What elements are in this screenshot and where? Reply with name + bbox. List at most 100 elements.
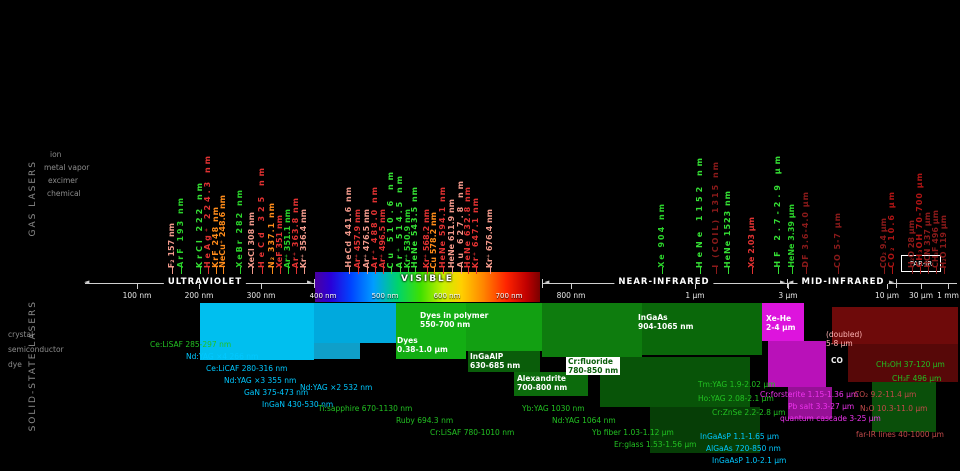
laser-band-block (396, 303, 466, 359)
laser-line-label: Xe 904 nm (657, 202, 666, 268)
axis-tick-label: 800 nm (556, 291, 586, 300)
laser-band-label: Dyes 0.38-1.0 μm (397, 336, 448, 354)
region-boundary-tick (542, 279, 543, 288)
laser-line-tick (367, 267, 368, 274)
axis-tick-label: 200 nm (184, 291, 214, 300)
laser-band-block (832, 307, 958, 344)
laser-band-label: (doubled) 5-8 μm (826, 330, 863, 348)
laser-band-label: Nd:YAG ×3 355 nm (224, 376, 297, 385)
laser-line-tick (408, 267, 409, 274)
laser-band-label: CH₃OH 37-120 μm (876, 360, 945, 369)
visible-axis-tick-label: 500 nm (371, 292, 399, 300)
laser-line-tick (252, 267, 253, 274)
laser-line-label: HeNe 611.9 nm (447, 198, 456, 268)
laser-line-tick (461, 267, 462, 274)
laser-line-tick (349, 267, 350, 274)
laser-band-block (650, 407, 760, 453)
laser-band-label: Cr:fluoride 780-850 nm (566, 357, 621, 375)
laser-band-block (514, 372, 588, 396)
laser-line-label: HeNe 1523 nm (723, 189, 732, 268)
region-arrow-left: ◄ (544, 278, 550, 286)
laser-line-tick (806, 267, 807, 274)
far-ir-region-box: FAR-IR (901, 255, 941, 272)
laser-band-block (762, 303, 804, 341)
laser-band-block (542, 303, 642, 357)
laser-band-label: InGaAs 904-1065 nm (638, 313, 694, 331)
laser-line-label: CO 5-7 μm (833, 212, 842, 268)
laser-line-tick (912, 267, 913, 274)
laser-band-label: InGaAsP 1.1-1.65 μm (700, 432, 780, 441)
laser-line-tick (728, 267, 729, 274)
wavelength-axis-line (543, 283, 957, 284)
laser-line-tick (716, 267, 717, 274)
laser-line-tick (443, 267, 444, 274)
laser-line-tick (700, 267, 701, 274)
laser-line-label: Ar⁺ 457.9 nm (353, 208, 362, 268)
legend-gas-lasers-title: GAS LASERS (28, 160, 38, 237)
laser-line-label: Xe 2.03 μm (747, 217, 756, 268)
laser-line-tick (415, 267, 416, 274)
laser-band-label: Pb salt 3.3-27 μm (788, 402, 855, 411)
visible-region-label: VISIBLE (401, 274, 454, 284)
laser-band-block (314, 303, 396, 343)
laser-band-label: Ti:sapphire 670-1130 nm (318, 404, 413, 413)
laser-line-tick (181, 267, 182, 274)
laser-band-label: Tm:YAG 1.9-2.02 μm (698, 380, 776, 389)
spectral-region-label: MID-INFRARED (797, 277, 889, 287)
laser-line-tick (296, 267, 297, 274)
laser-band-label: Nd:YAG ×2 532 nm (300, 383, 373, 392)
laser-line-label: I (COIL) 1315 nm (711, 160, 720, 268)
laser-line-tick (920, 267, 921, 274)
region-arrow-right: ► (780, 278, 786, 286)
legend-solid-state-title: SOLID-STATE LASERS (28, 300, 38, 432)
laser-line-tick (383, 267, 384, 274)
laser-band-label: Cr:ZnSe 2.2-2.8 μm (712, 408, 786, 417)
legend-item: metal vapor (44, 163, 90, 172)
laser-band-label: Ce:LiSAF 285-297 nm (150, 340, 232, 349)
laser-line-tick (400, 267, 401, 274)
laser-band-label: Ruby 694.3 nm (396, 416, 454, 425)
laser-line-tick (172, 267, 173, 274)
laser-line-tick (200, 267, 201, 274)
legend-item: semiconductor (8, 345, 64, 354)
laser-line-tick (223, 267, 224, 274)
laser-band-label: Ho:YAG 2.08-2.1 μm (698, 394, 774, 403)
laser-band-label: N₂O 10.3-11.0 μm (860, 404, 928, 413)
region-arrow-right: ► (307, 278, 313, 286)
laser-band-label: CO₂ 9.2-11.4 μm (854, 390, 917, 399)
laser-line-tick (490, 267, 491, 274)
laser-band-label: Ce:LiCAF 280-316 nm (206, 364, 288, 373)
region-boundary-tick (314, 279, 315, 288)
laser-line-label: HF 2.7-2.9 μm (773, 152, 782, 268)
laser-band-block (872, 382, 936, 432)
laser-line-label: Kr⁺ 647.1 nm (471, 196, 480, 268)
laser-line-label: HeNe 3.39 μm (787, 204, 796, 268)
laser-band-label: Cr:forsterite 1.15-1.36 μm (760, 390, 859, 399)
laser-band-block (848, 344, 958, 382)
laser-band-label: InGaAsP 1.0-2.1 μm (712, 456, 787, 465)
legend-item: crystal (8, 330, 34, 339)
legend-item: excimer (48, 176, 78, 185)
laser-line-tick (208, 267, 209, 274)
legend-item: ion (50, 150, 62, 159)
laser-band-label: Xe-He 2-4 μm (766, 314, 796, 332)
laser-line-tick (928, 267, 929, 274)
laser-line-label: ArF 193 nm (176, 196, 185, 268)
laser-line-tick (476, 267, 477, 274)
laser-line-tick (838, 267, 839, 274)
laser-band-label: Alexandrite 700-800 nm (517, 374, 568, 392)
axis-tick-label: 1 mm (937, 291, 959, 300)
laser-line-label: HeNe 543.5 nm (410, 185, 419, 268)
laser-line-tick (892, 267, 893, 274)
laser-line-tick (304, 267, 305, 274)
laser-band-label: Yb:YAG 1030 nm (522, 404, 585, 413)
laser-band-label: InGaAlP 630-685 nm (470, 352, 521, 370)
laser-line-tick (752, 267, 753, 274)
laser-band-block (788, 387, 832, 419)
laser-line-tick (792, 267, 793, 274)
laser-line-label: H₂O 119 μm (939, 214, 948, 269)
laser-line-tick (375, 267, 376, 274)
laser-line-label: HeNe 1152 nm (695, 153, 704, 268)
laser-line-tick (280, 267, 281, 274)
